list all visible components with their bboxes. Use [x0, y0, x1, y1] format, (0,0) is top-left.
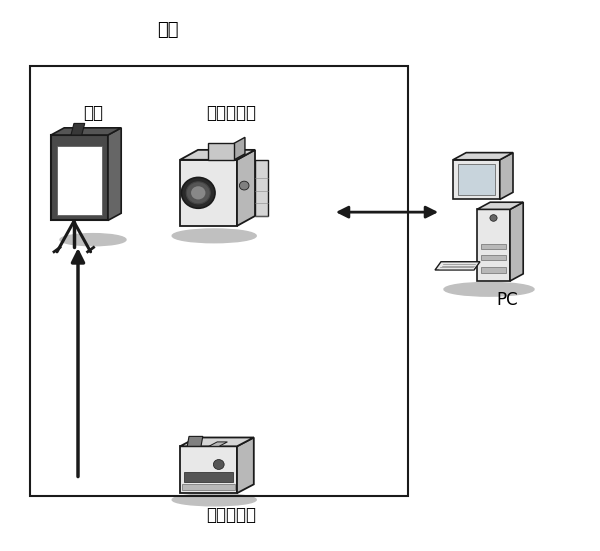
Polygon shape: [453, 153, 513, 160]
Polygon shape: [209, 442, 227, 446]
Text: PC: PC: [496, 291, 518, 309]
Polygon shape: [500, 153, 513, 199]
Ellipse shape: [60, 234, 126, 246]
Bar: [184, 472, 233, 482]
Circle shape: [490, 215, 497, 222]
Polygon shape: [51, 135, 108, 220]
Bar: [182, 484, 235, 490]
Polygon shape: [71, 123, 85, 135]
Text: 红外热像仪: 红外热像仪: [206, 104, 256, 122]
Polygon shape: [51, 128, 121, 135]
Bar: [458, 164, 495, 195]
Text: 黑体控制器: 黑体控制器: [206, 506, 256, 524]
Polygon shape: [187, 436, 203, 446]
Text: 温筱: 温筱: [157, 21, 179, 39]
Bar: [481, 255, 506, 260]
Circle shape: [191, 186, 205, 199]
Polygon shape: [180, 437, 254, 446]
Text: 黑体: 黑体: [83, 104, 103, 122]
Bar: [30, 66, 408, 496]
Polygon shape: [180, 446, 237, 493]
Polygon shape: [255, 160, 268, 216]
Polygon shape: [209, 154, 245, 160]
Ellipse shape: [172, 229, 256, 242]
Polygon shape: [108, 128, 121, 220]
Circle shape: [239, 181, 249, 190]
Polygon shape: [180, 160, 237, 226]
Polygon shape: [237, 150, 255, 226]
Polygon shape: [237, 437, 254, 493]
Circle shape: [181, 177, 215, 208]
Circle shape: [186, 182, 210, 204]
Polygon shape: [234, 137, 245, 160]
Ellipse shape: [172, 494, 256, 506]
Ellipse shape: [444, 283, 534, 296]
Polygon shape: [180, 150, 255, 160]
Polygon shape: [477, 202, 523, 209]
Bar: [481, 244, 506, 249]
Polygon shape: [477, 209, 510, 281]
Polygon shape: [510, 202, 523, 281]
Polygon shape: [435, 262, 480, 270]
Circle shape: [214, 460, 224, 469]
Polygon shape: [57, 146, 102, 215]
Polygon shape: [453, 160, 500, 199]
Polygon shape: [209, 143, 234, 160]
Bar: [481, 267, 506, 273]
